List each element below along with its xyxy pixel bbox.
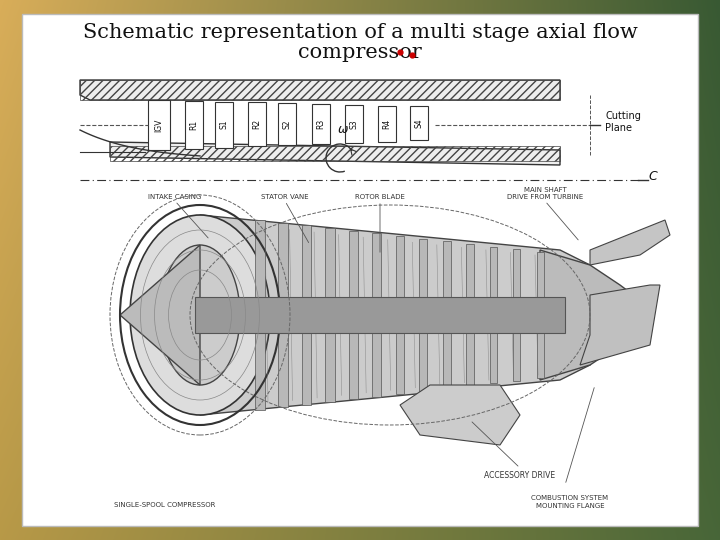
Text: S2: S2: [282, 119, 292, 129]
Polygon shape: [580, 285, 660, 365]
Text: SINGLE-SPOOL COMPRESSOR: SINGLE-SPOOL COMPRESSOR: [114, 502, 216, 508]
Ellipse shape: [160, 245, 240, 385]
Bar: [248, 103, 266, 146]
Bar: [80, 80, 560, 100]
Bar: [312, 104, 330, 144]
Text: COMBUSTION SYSTEM
MOUNTING FLANGE: COMBUSTION SYSTEM MOUNTING FLANGE: [531, 496, 608, 509]
Bar: [536, 252, 544, 378]
Bar: [466, 244, 474, 386]
Polygon shape: [200, 215, 590, 415]
Text: R2: R2: [253, 119, 261, 130]
Text: INTAKE CASING: INTAKE CASING: [148, 194, 202, 200]
Text: R4: R4: [382, 118, 392, 129]
Bar: [215, 102, 233, 147]
Bar: [278, 103, 296, 145]
Bar: [195, 297, 565, 333]
Bar: [372, 233, 381, 397]
Bar: [325, 228, 335, 402]
Bar: [396, 236, 404, 394]
Bar: [255, 220, 265, 410]
Bar: [513, 249, 521, 381]
Text: IGV: IGV: [155, 118, 163, 132]
Text: R1: R1: [189, 120, 199, 130]
Polygon shape: [80, 80, 560, 100]
Polygon shape: [400, 385, 520, 445]
Text: R3: R3: [317, 119, 325, 129]
Ellipse shape: [130, 215, 270, 415]
Polygon shape: [110, 142, 560, 165]
Text: ROTOR BLADE: ROTOR BLADE: [355, 194, 405, 200]
Bar: [378, 106, 396, 141]
Polygon shape: [590, 220, 670, 265]
Bar: [410, 106, 428, 140]
Bar: [110, 146, 560, 161]
Text: MAIN SHAFT
DRIVE FROM TURBINE: MAIN SHAFT DRIVE FROM TURBINE: [507, 187, 583, 200]
Text: compressor: compressor: [298, 43, 422, 62]
Bar: [490, 247, 497, 383]
Bar: [345, 105, 363, 143]
Text: Cutting
Plane: Cutting Plane: [605, 111, 641, 133]
Bar: [302, 225, 312, 404]
Text: ACCESSORY DRIVE: ACCESSORY DRIVE: [485, 470, 556, 480]
Text: ω: ω: [338, 123, 348, 136]
Text: S4: S4: [415, 119, 423, 128]
Bar: [279, 222, 288, 407]
Text: Schematic representation of a multi stage axial flow: Schematic representation of a multi stag…: [83, 23, 637, 42]
Text: S1: S1: [220, 120, 228, 130]
Text: STATOR VANE: STATOR VANE: [261, 194, 309, 200]
Bar: [443, 241, 451, 389]
Text: C: C: [648, 171, 657, 184]
Bar: [419, 239, 428, 392]
Bar: [348, 231, 358, 400]
Polygon shape: [120, 245, 200, 385]
Bar: [148, 100, 170, 150]
Text: S3: S3: [349, 119, 359, 129]
Polygon shape: [540, 250, 640, 380]
Bar: [185, 101, 203, 149]
